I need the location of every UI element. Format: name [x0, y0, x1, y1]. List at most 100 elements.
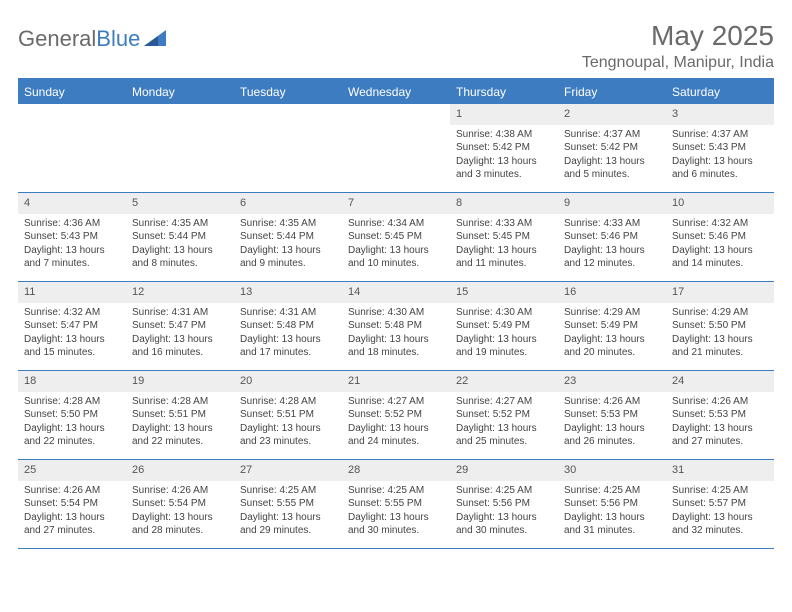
daylight-text: Daylight: 13 hours and 23 minutes. [240, 422, 336, 449]
day-number: 31 [666, 460, 774, 481]
daylight-text: Daylight: 13 hours and 22 minutes. [132, 422, 228, 449]
daylight-text: Daylight: 13 hours and 25 minutes. [456, 422, 552, 449]
day-number: 10 [666, 193, 774, 214]
sunrise-text: Sunrise: 4:26 AM [672, 395, 768, 409]
sunrise-text: Sunrise: 4:29 AM [564, 306, 660, 320]
daylight-text: Daylight: 13 hours and 30 minutes. [456, 511, 552, 538]
sunrise-text: Sunrise: 4:34 AM [348, 217, 444, 231]
day-number: 2 [558, 104, 666, 125]
day-body: Sunrise: 4:27 AMSunset: 5:52 PMDaylight:… [450, 392, 558, 455]
day-cell: 9Sunrise: 4:33 AMSunset: 5:46 PMDaylight… [558, 193, 666, 281]
day-cell: 10Sunrise: 4:32 AMSunset: 5:46 PMDayligh… [666, 193, 774, 281]
sunrise-text: Sunrise: 4:30 AM [348, 306, 444, 320]
day-number: 5 [126, 193, 234, 214]
sunset-text: Sunset: 5:55 PM [348, 497, 444, 511]
sunrise-text: Sunrise: 4:35 AM [132, 217, 228, 231]
day-number: 26 [126, 460, 234, 481]
day-cell: 31Sunrise: 4:25 AMSunset: 5:57 PMDayligh… [666, 460, 774, 548]
day-body: Sunrise: 4:28 AMSunset: 5:51 PMDaylight:… [126, 392, 234, 455]
sunrise-text: Sunrise: 4:32 AM [24, 306, 120, 320]
day-header-thu: Thursday [450, 80, 558, 104]
daylight-text: Daylight: 13 hours and 27 minutes. [24, 511, 120, 538]
day-cell: 15Sunrise: 4:30 AMSunset: 5:49 PMDayligh… [450, 282, 558, 370]
sunset-text: Sunset: 5:42 PM [456, 141, 552, 155]
day-cell: 14Sunrise: 4:30 AMSunset: 5:48 PMDayligh… [342, 282, 450, 370]
day-cell: 1Sunrise: 4:38 AMSunset: 5:42 PMDaylight… [450, 104, 558, 192]
sunrise-text: Sunrise: 4:27 AM [348, 395, 444, 409]
day-cell: 28Sunrise: 4:25 AMSunset: 5:55 PMDayligh… [342, 460, 450, 548]
sunset-text: Sunset: 5:44 PM [132, 230, 228, 244]
day-body: Sunrise: 4:28 AMSunset: 5:50 PMDaylight:… [18, 392, 126, 455]
day-cell [18, 104, 126, 192]
day-number: 23 [558, 371, 666, 392]
daylight-text: Daylight: 13 hours and 26 minutes. [564, 422, 660, 449]
sunset-text: Sunset: 5:52 PM [456, 408, 552, 422]
day-cell: 27Sunrise: 4:25 AMSunset: 5:55 PMDayligh… [234, 460, 342, 548]
day-cell: 3Sunrise: 4:37 AMSunset: 5:43 PMDaylight… [666, 104, 774, 192]
day-number: 28 [342, 460, 450, 481]
sunset-text: Sunset: 5:49 PM [456, 319, 552, 333]
day-cell: 12Sunrise: 4:31 AMSunset: 5:47 PMDayligh… [126, 282, 234, 370]
sunrise-text: Sunrise: 4:28 AM [240, 395, 336, 409]
day-cell [126, 104, 234, 192]
day-body: Sunrise: 4:31 AMSunset: 5:48 PMDaylight:… [234, 303, 342, 366]
daylight-text: Daylight: 13 hours and 29 minutes. [240, 511, 336, 538]
day-number: 20 [234, 371, 342, 392]
day-number: 1 [450, 104, 558, 125]
week-row: 1Sunrise: 4:38 AMSunset: 5:42 PMDaylight… [18, 104, 774, 193]
sunset-text: Sunset: 5:42 PM [564, 141, 660, 155]
week-row: 11Sunrise: 4:32 AMSunset: 5:47 PMDayligh… [18, 282, 774, 371]
day-number: 6 [234, 193, 342, 214]
daylight-text: Daylight: 13 hours and 18 minutes. [348, 333, 444, 360]
day-number: 11 [18, 282, 126, 303]
sunrise-text: Sunrise: 4:37 AM [672, 128, 768, 142]
header: GeneralBlue May 2025 Tengnoupal, Manipur… [18, 20, 774, 72]
sunset-text: Sunset: 5:44 PM [240, 230, 336, 244]
sunset-text: Sunset: 5:54 PM [132, 497, 228, 511]
day-cell: 20Sunrise: 4:28 AMSunset: 5:51 PMDayligh… [234, 371, 342, 459]
day-header-mon: Monday [126, 80, 234, 104]
day-body: Sunrise: 4:31 AMSunset: 5:47 PMDaylight:… [126, 303, 234, 366]
daylight-text: Daylight: 13 hours and 3 minutes. [456, 155, 552, 182]
sunrise-text: Sunrise: 4:26 AM [24, 484, 120, 498]
day-number: 25 [18, 460, 126, 481]
day-body: Sunrise: 4:25 AMSunset: 5:55 PMDaylight:… [234, 481, 342, 544]
sunrise-text: Sunrise: 4:26 AM [564, 395, 660, 409]
sunrise-text: Sunrise: 4:29 AM [672, 306, 768, 320]
week-row: 18Sunrise: 4:28 AMSunset: 5:50 PMDayligh… [18, 371, 774, 460]
sunrise-text: Sunrise: 4:36 AM [24, 217, 120, 231]
sunset-text: Sunset: 5:46 PM [564, 230, 660, 244]
day-number: 27 [234, 460, 342, 481]
daylight-text: Daylight: 13 hours and 5 minutes. [564, 155, 660, 182]
sunset-text: Sunset: 5:47 PM [132, 319, 228, 333]
day-cell: 24Sunrise: 4:26 AMSunset: 5:53 PMDayligh… [666, 371, 774, 459]
day-number: 7 [342, 193, 450, 214]
day-body: Sunrise: 4:26 AMSunset: 5:54 PMDaylight:… [126, 481, 234, 544]
day-number: 29 [450, 460, 558, 481]
day-number: 22 [450, 371, 558, 392]
daylight-text: Daylight: 13 hours and 31 minutes. [564, 511, 660, 538]
day-number: 21 [342, 371, 450, 392]
sunrise-text: Sunrise: 4:38 AM [456, 128, 552, 142]
sunrise-text: Sunrise: 4:32 AM [672, 217, 768, 231]
brand-name-part1: General [18, 26, 96, 51]
day-header-wed: Wednesday [342, 80, 450, 104]
sunrise-text: Sunrise: 4:25 AM [240, 484, 336, 498]
day-body: Sunrise: 4:38 AMSunset: 5:42 PMDaylight:… [450, 125, 558, 188]
day-number: 17 [666, 282, 774, 303]
sunrise-text: Sunrise: 4:33 AM [564, 217, 660, 231]
sunset-text: Sunset: 5:57 PM [672, 497, 768, 511]
day-body: Sunrise: 4:28 AMSunset: 5:51 PMDaylight:… [234, 392, 342, 455]
day-number: 18 [18, 371, 126, 392]
day-body: Sunrise: 4:35 AMSunset: 5:44 PMDaylight:… [126, 214, 234, 277]
daylight-text: Daylight: 13 hours and 15 minutes. [24, 333, 120, 360]
sunrise-text: Sunrise: 4:25 AM [348, 484, 444, 498]
day-cell: 30Sunrise: 4:25 AMSunset: 5:56 PMDayligh… [558, 460, 666, 548]
sunset-text: Sunset: 5:55 PM [240, 497, 336, 511]
daylight-text: Daylight: 13 hours and 16 minutes. [132, 333, 228, 360]
sunset-text: Sunset: 5:53 PM [564, 408, 660, 422]
day-cell: 8Sunrise: 4:33 AMSunset: 5:45 PMDaylight… [450, 193, 558, 281]
location: Tengnoupal, Manipur, India [582, 54, 774, 72]
day-header-fri: Friday [558, 80, 666, 104]
sunset-text: Sunset: 5:56 PM [564, 497, 660, 511]
